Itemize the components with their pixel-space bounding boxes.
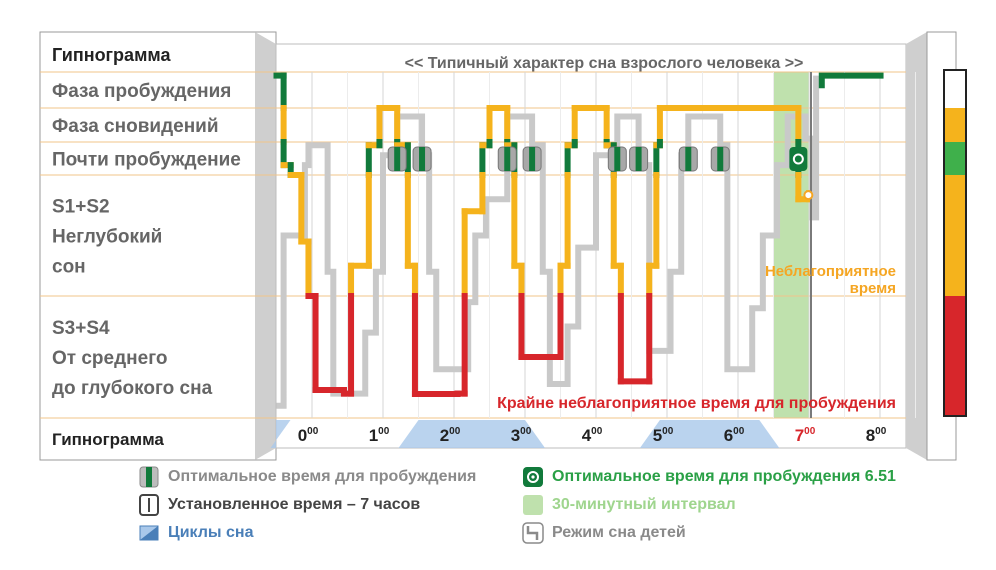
optimal-651-legend-icon <box>523 467 543 487</box>
y-label-4-line-1: От среднего <box>52 348 167 369</box>
color-bar-4 <box>944 296 966 416</box>
legend-optimal-wake-label: Оптимальное время для пробуждения <box>168 468 477 485</box>
x-tick-3: 300 <box>511 426 532 445</box>
color-bar-2 <box>944 142 966 175</box>
interval-legend-icon <box>523 495 543 515</box>
y-label-1-line-0: Фаза сновидений <box>52 116 219 137</box>
x-tick-5: 500 <box>653 426 674 445</box>
series-wake-phase <box>818 72 884 89</box>
y-label-0-line-0: Фаза пробуждения <box>52 81 231 102</box>
right-bevel <box>906 32 927 460</box>
legend-children-label: Режим сна детей <box>552 524 686 541</box>
optimal-wake-marker-core-5 <box>635 147 642 171</box>
optimal-wake-marker-core-2 <box>504 147 511 171</box>
legend-optimal-651-label: Оптимальное время для пробуждения 6.51 <box>552 468 896 485</box>
legend-optimal-651: Оптимальное время для пробуждения 6.51 <box>522 466 896 488</box>
y-label-2-line-0: Почти пробуждение <box>52 150 241 171</box>
y-label-panel <box>39 31 277 461</box>
legend-interval: 30-минутный интервал <box>522 494 736 516</box>
y-label-4-line-0: S3+S4 <box>52 318 110 339</box>
x-tick-6: 600 <box>724 426 745 445</box>
cycles-legend-icon <box>139 525 159 541</box>
unfavorable-point <box>803 190 814 201</box>
y-label-3-line-0: S1+S2 <box>52 197 110 218</box>
chart-title: << Типичный характер сна взрослого челов… <box>405 55 804 72</box>
axis-header: Гипнограмма <box>52 45 171 65</box>
color-bar-3 <box>944 175 966 296</box>
color-bar-0 <box>944 70 966 108</box>
y-label-3-line-1: Неглубокий <box>52 227 162 248</box>
x-tick-1: 100 <box>369 426 390 445</box>
y-axis-labels: Фаза пробуждения Фаза сновидений Почти про… <box>52 81 241 399</box>
optimal-wake-marker-core-4 <box>614 147 621 171</box>
optimal-wake-markers <box>387 146 814 201</box>
unfavorable-label-line2: время <box>850 280 896 297</box>
series-children-sleep <box>276 75 820 409</box>
sleep-cycles <box>270 420 780 448</box>
legend-children: Режим сна детей <box>522 522 686 544</box>
optimal-wake-legend-icon <box>139 466 159 488</box>
children-legend-icon <box>522 522 544 544</box>
phase-color-bar <box>943 69 967 417</box>
sleep-cycle-0 <box>398 420 545 448</box>
x-axis-ticks: 000 100 200 300 400 500 600 700 800 <box>298 426 887 445</box>
legend-set-time: Установленное время – 7 часов <box>138 494 420 516</box>
extreme-unfavorable-label: Крайне неблагоприятное время для пробужд… <box>497 395 896 412</box>
sleep-cycle-1 <box>639 420 780 448</box>
optimal-651-marker <box>789 147 808 171</box>
unfavorable-label-line1: Неблагоприятное <box>765 263 896 280</box>
x-tick-0: 000 <box>298 426 319 445</box>
optimal-wake-marker-core-6 <box>685 147 692 171</box>
optimal-651-marker-ring <box>792 153 804 165</box>
legend-set-time-label: Установленное время – 7 часов <box>168 496 421 513</box>
x-tick-7: 700 <box>795 426 816 445</box>
optimal-wake-marker-core-1 <box>419 147 426 171</box>
sleep-cycle-start <box>270 420 291 448</box>
x-tick-2: 200 <box>440 426 461 445</box>
color-bar-1 <box>944 108 966 142</box>
optimal-wake-marker-core-3 <box>529 147 536 171</box>
x-tick-8: 800 <box>866 426 887 445</box>
legend-cycles: Циклы сна <box>138 522 253 544</box>
legend-interval-label: 30-минутный интервал <box>552 496 736 513</box>
y-label-3-line-2: сон <box>52 257 86 278</box>
color-bar-border <box>943 69 967 417</box>
left-bevel <box>255 32 276 460</box>
legend-optimal-wake: Оптимальное время для пробуждения <box>138 466 476 488</box>
y-label-4-line-2: до глубокого сна <box>52 378 213 399</box>
x-axis-label: Гипнограмма <box>52 430 164 449</box>
set-time-legend-icon <box>139 494 159 516</box>
optimal-wake-marker-core-7 <box>717 147 724 171</box>
x-tick-4: 400 <box>582 426 603 445</box>
optimal-wake-marker-core-0 <box>394 147 401 171</box>
legend-cycles-label: Циклы сна <box>168 524 254 541</box>
series-group <box>273 72 884 418</box>
